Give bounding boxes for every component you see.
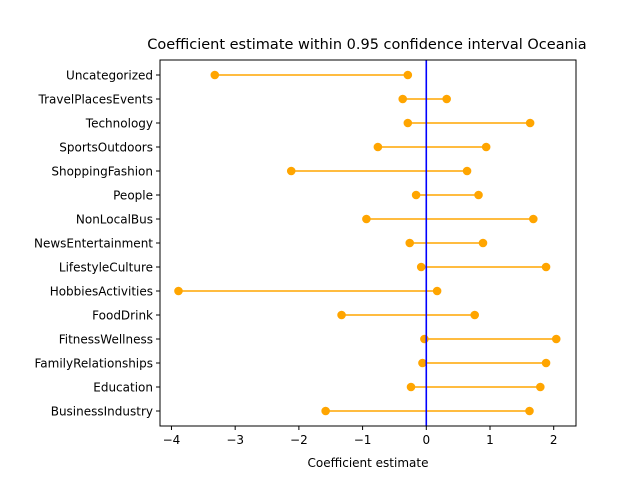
y-tick-label-1: TravelPlacesEvents (38, 92, 153, 106)
interval-upper-point-8 (541, 262, 551, 272)
y-tick-label-2: Technology (85, 116, 153, 130)
x-tick-label-2: −2 (290, 433, 308, 447)
chart-title: Coefficient estimate within 0.95 confide… (147, 37, 586, 53)
interval-lower-point-5 (411, 190, 421, 200)
interval-upper-point-6 (529, 214, 538, 224)
interval-lower-point-14 (321, 406, 330, 416)
chart-axes: Uncategorized TravelPlacesEvents Technolog… (34, 59, 577, 447)
x-tick-label-1: −3 (226, 433, 244, 447)
interval-upper-point-2 (525, 118, 535, 128)
interval-lower-point-11 (420, 334, 429, 344)
interval-upper-point-0 (403, 70, 413, 80)
interval-upper-point-9 (432, 286, 442, 296)
x-tick-label-5: 1 (486, 433, 494, 447)
chart-marks (174, 60, 561, 426)
interval-lower-point-7 (405, 238, 415, 248)
interval-lower-point-4 (286, 166, 296, 176)
y-tick-label-8: LifestyleCulture (59, 260, 153, 274)
interval-lower-point-9 (174, 286, 183, 296)
y-tick-label-7: NewsEntertainment (34, 236, 153, 250)
y-tick-label-6: NonLocalBus (76, 212, 153, 226)
y-tick-label-14: BusinessIndustry (51, 404, 153, 418)
x-tick-label-4: 0 (422, 433, 430, 447)
y-tick-label-0: Uncategorized (66, 68, 153, 82)
interval-upper-point-13 (536, 382, 545, 392)
interval-upper-point-7 (478, 238, 488, 248)
interval-upper-point-10 (470, 310, 480, 320)
interval-lower-point-10 (337, 310, 346, 320)
interval-upper-point-1 (442, 94, 451, 104)
plot-frame (159, 59, 577, 427)
y-tick-label-11: FitnessWellness (59, 332, 153, 346)
y-tick-label-3: SportsOutdoors (59, 140, 153, 154)
interval-upper-point-12 (541, 358, 551, 368)
interval-upper-point-3 (481, 142, 491, 152)
interval-lower-point-12 (418, 358, 427, 368)
y-tick-label-10: FoodDrink (92, 308, 153, 322)
interval-upper-point-5 (474, 190, 483, 200)
y-tick-label-4: ShoppingFashion (51, 164, 153, 178)
interval-lower-point-2 (403, 118, 413, 128)
y-tick-label-12: FamilyRelationships (34, 356, 153, 370)
interval-upper-point-11 (551, 334, 561, 344)
interval-lower-point-6 (362, 214, 371, 224)
y-tick-label-9: HobbiesActivities (50, 284, 153, 298)
interval-upper-point-4 (462, 166, 472, 176)
y-tick-label-5: People (113, 188, 153, 202)
x-tick-label-0: −4 (163, 433, 181, 447)
y-tick-label-13: Education (93, 380, 153, 394)
interval-lower-point-1 (398, 94, 408, 104)
interval-upper-point-14 (525, 406, 534, 416)
x-tick-label-3: −1 (354, 433, 372, 447)
x-axis-label: Coefficient estimate (308, 456, 429, 470)
interval-lower-point-13 (406, 382, 416, 392)
interval-lower-point-0 (210, 70, 220, 80)
interval-lower-point-3 (373, 142, 383, 152)
interval-lower-point-8 (416, 262, 426, 272)
x-tick-label-6: 2 (550, 433, 558, 447)
